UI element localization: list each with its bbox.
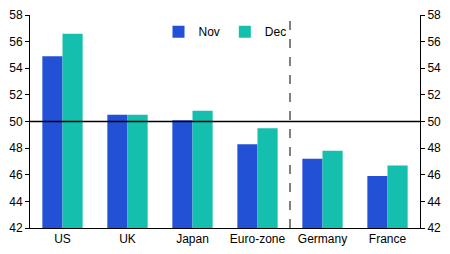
svg-text:Euro-zone: Euro-zone [230, 232, 286, 246]
svg-text:48: 48 [9, 141, 23, 155]
svg-text:56: 56 [9, 35, 23, 49]
svg-text:Nov: Nov [199, 25, 220, 39]
svg-text:48: 48 [427, 141, 441, 155]
svg-text:44: 44 [9, 195, 23, 209]
svg-text:58: 58 [427, 8, 441, 22]
svg-text:42: 42 [427, 221, 441, 235]
svg-text:France: France [369, 232, 407, 246]
svg-text:52: 52 [9, 88, 23, 102]
svg-text:50: 50 [427, 115, 441, 129]
svg-text:44: 44 [427, 195, 441, 209]
svg-text:42: 42 [9, 221, 23, 235]
svg-text:UK: UK [119, 232, 136, 246]
svg-text:58: 58 [9, 8, 23, 22]
svg-text:46: 46 [427, 168, 441, 182]
svg-text:50: 50 [9, 115, 23, 129]
svg-text:54: 54 [9, 61, 23, 75]
svg-text:56: 56 [427, 35, 441, 49]
svg-text:52: 52 [427, 88, 441, 102]
svg-text:54: 54 [427, 61, 441, 75]
svg-text:Germany: Germany [298, 232, 347, 246]
svg-text:Japan: Japan [176, 232, 209, 246]
svg-text:46: 46 [9, 168, 23, 182]
svg-text:Dec: Dec [265, 25, 286, 39]
svg-text:US: US [54, 232, 71, 246]
